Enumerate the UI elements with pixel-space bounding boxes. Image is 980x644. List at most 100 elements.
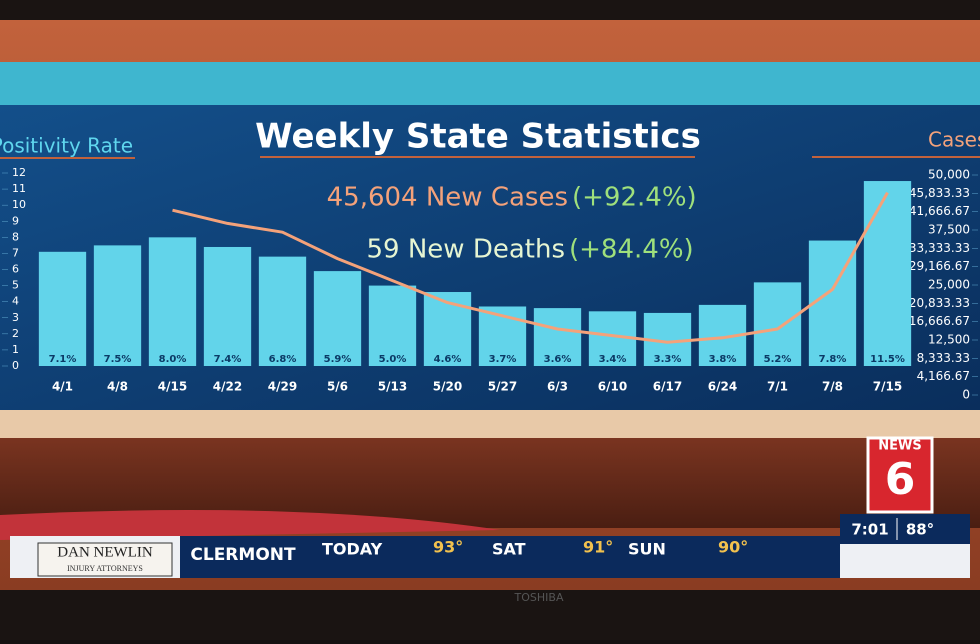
chart-title: Weekly State Statistics — [255, 117, 701, 157]
bar — [148, 237, 197, 366]
logo-num: 6 — [885, 454, 916, 505]
bar — [313, 271, 362, 366]
bar-label: 7.4% — [214, 354, 242, 365]
forecast-temp: 90° — [718, 538, 748, 557]
bar — [93, 245, 142, 366]
clock-temp: 88° — [906, 521, 934, 539]
x-tick-label: 6/3 — [547, 380, 568, 394]
panel-header — [0, 62, 980, 107]
bar — [863, 181, 912, 366]
forecast-day: TODAY — [322, 540, 383, 559]
bar — [368, 285, 417, 366]
floor-accent — [0, 510, 500, 540]
y2-tick-label: 45,833.33 — [909, 186, 970, 200]
bar-label: 3.6% — [544, 354, 572, 365]
y2-tick-label: 12,500 — [928, 333, 970, 347]
x-tick-label: 7/8 — [822, 380, 843, 394]
bar — [203, 246, 252, 366]
y2-tick-label: 20,833.33 — [909, 296, 970, 310]
y-tick-label: 5 — [12, 279, 19, 292]
y2-tick-label: 8,333.33 — [917, 351, 970, 365]
headline-deaths-change: (+84.4%) — [569, 235, 694, 265]
clock-box — [840, 514, 970, 544]
y-tick-label: 3 — [12, 311, 19, 324]
bar — [753, 282, 802, 366]
bar-label: 3.4% — [599, 354, 627, 365]
bar-label: 3.7% — [489, 354, 517, 365]
bar-label: 6.8% — [269, 354, 297, 365]
y-tick-label: 8 — [12, 230, 19, 243]
y-tick-label: 7 — [12, 246, 19, 259]
headline-cases: 45,604 New Cases — [327, 183, 568, 213]
x-tick-label: 4/8 — [107, 380, 128, 394]
x-tick-label: 5/20 — [433, 380, 462, 394]
y2-tick-label: 50,000 — [928, 168, 970, 182]
x-tick-label: 4/1 — [52, 380, 73, 394]
bar — [533, 308, 582, 366]
bar — [258, 256, 307, 366]
headline-deaths: 59 New Deaths — [367, 235, 566, 265]
x-tick-label: 5/6 — [327, 380, 348, 394]
bar-label: 5.2% — [764, 354, 792, 365]
sponsor: DAN NEWLIN — [57, 544, 153, 560]
clock-time: 7:01 — [851, 521, 888, 539]
y-tick-label: 12 — [12, 166, 26, 179]
sponsor-box — [37, 542, 173, 577]
bar-label: 11.5% — [870, 354, 905, 365]
weather-bar — [180, 536, 840, 578]
forecast-day: SUN — [628, 540, 666, 559]
x-tick-label: 4/15 — [158, 380, 187, 394]
bar-label: 8.0% — [159, 354, 187, 365]
tv-brand: TOSHIBA — [514, 591, 564, 604]
y-tick-label: 11 — [12, 182, 26, 195]
x-tick-label: 6/24 — [708, 380, 737, 394]
y2-tick-label: 25,000 — [928, 278, 970, 292]
y2-tick-label: 37,500 — [928, 223, 970, 237]
bar — [423, 292, 472, 366]
sponsor-sub: INJURY ATTORNEYS — [67, 564, 143, 573]
y-tick-label: 9 — [12, 214, 19, 227]
bar — [38, 251, 87, 366]
x-tick-label: 5/27 — [488, 380, 517, 394]
bar-label: 7.1% — [49, 354, 77, 365]
y2-axis-title: Cases — [928, 128, 980, 152]
bar-label: 5.0% — [379, 354, 407, 365]
bar-label: 7.8% — [819, 354, 847, 365]
desk-top — [0, 410, 980, 438]
news-logo — [866, 436, 934, 514]
x-tick-label: 7/1 — [767, 380, 788, 394]
y2-tick-label: 4,166.67 — [917, 369, 970, 383]
y-tick-label: 0 — [12, 359, 19, 372]
x-tick-label: 4/22 — [213, 380, 242, 394]
y-tick-label: 2 — [12, 327, 19, 340]
y-tick-label: 6 — [12, 263, 19, 276]
forecast-temp: 91° — [583, 538, 613, 557]
y-tick-label: 10 — [12, 198, 26, 211]
x-tick-label: 7/15 — [873, 380, 902, 394]
x-tick-label: 4/29 — [268, 380, 297, 394]
y2-tick-label: 0 — [962, 388, 970, 402]
bar-label: 5.9% — [324, 354, 352, 365]
bar-label: 3.8% — [709, 354, 737, 365]
cases-line — [172, 191, 889, 344]
x-tick-label: 5/13 — [378, 380, 407, 394]
y2-tick-label: 41,666.67 — [909, 204, 970, 218]
forecast-day: SAT — [492, 540, 526, 559]
y2-tick-label: 16,666.67 — [909, 314, 970, 328]
bar-label: 7.5% — [104, 354, 132, 365]
forecast-temp: 93° — [433, 538, 463, 557]
headline-cases-change: (+92.4%) — [572, 183, 697, 213]
bar-label: 3.3% — [654, 354, 682, 365]
bar-label: 4.6% — [434, 354, 462, 365]
logo-text: NEWS — [878, 439, 921, 454]
x-tick-label: 6/10 — [598, 380, 627, 394]
y-tick-label: 1 — [12, 343, 19, 356]
ticker-city: CLERMONT — [190, 545, 296, 565]
y-axis-title: Positivity Rate — [0, 134, 133, 158]
y2-tick-label: 33,333.33 — [909, 241, 970, 255]
y2-tick-label: 29,166.67 — [909, 259, 970, 273]
x-tick-label: 6/17 — [653, 380, 682, 394]
y-tick-label: 4 — [12, 295, 19, 308]
